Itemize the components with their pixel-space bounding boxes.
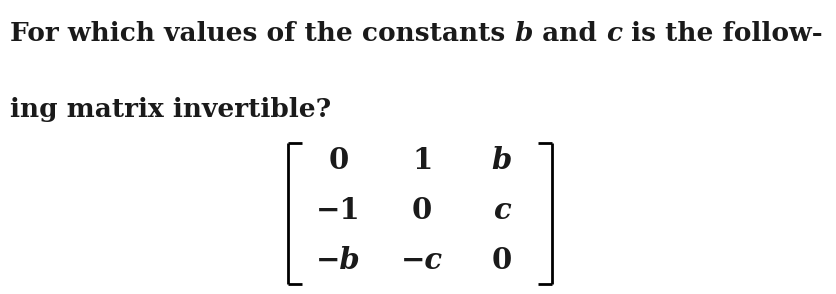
Text: c: c: [492, 196, 511, 225]
Text: is the follow-: is the follow-: [622, 21, 823, 46]
Text: For which values of the constants: For which values of the constants: [10, 21, 514, 46]
Text: −1: −1: [316, 196, 361, 225]
Text: c: c: [606, 21, 622, 46]
Text: ing matrix invertible?: ing matrix invertible?: [10, 97, 331, 122]
Text: b: b: [492, 146, 512, 175]
Text: 0: 0: [412, 196, 432, 225]
Text: and: and: [533, 21, 606, 46]
Text: b: b: [514, 21, 533, 46]
Text: −c: −c: [401, 246, 443, 275]
Text: 1: 1: [412, 146, 432, 175]
Text: 0: 0: [329, 146, 349, 175]
Text: −b: −b: [316, 246, 361, 275]
Text: 0: 0: [492, 246, 512, 275]
